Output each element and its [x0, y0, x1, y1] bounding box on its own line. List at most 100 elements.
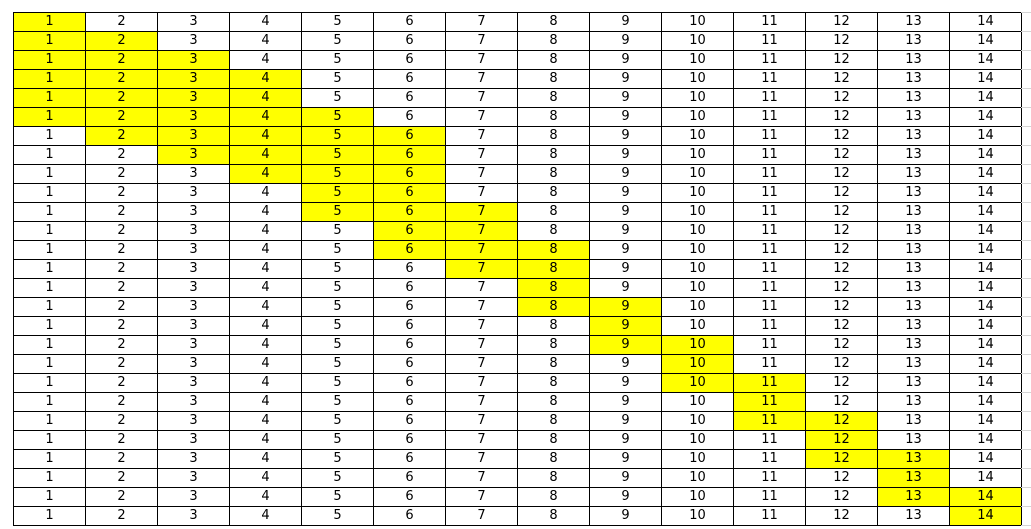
sheet-cell[interactable]: 14 [949, 392, 1022, 412]
sheet-cell[interactable]: 12 [805, 240, 878, 260]
sheet-cell[interactable]: 3 [157, 316, 230, 336]
sheet-cell[interactable]: 8 [517, 411, 590, 431]
sheet-cell[interactable]: 8 [517, 392, 590, 412]
sheet-cell[interactable]: 1 [13, 430, 86, 450]
sheet-cell[interactable]: 10 [661, 335, 734, 355]
sheet-cell[interactable]: 14 [949, 316, 1022, 336]
sheet-cell[interactable]: 10 [661, 12, 734, 32]
sheet-cell[interactable]: 13 [877, 430, 950, 450]
sheet-cell[interactable]: 4 [229, 107, 302, 127]
sheet-cell[interactable]: 10 [661, 183, 734, 203]
sheet-cell[interactable]: 2 [85, 50, 158, 70]
sheet-cell[interactable]: 1 [13, 316, 86, 336]
sheet-cell[interactable]: 12 [805, 183, 878, 203]
sheet-cell[interactable]: 3 [157, 411, 230, 431]
sheet-cell[interactable]: 1 [13, 278, 86, 298]
sheet-cell[interactable]: 14 [949, 50, 1022, 70]
sheet-cell[interactable]: 1 [13, 50, 86, 70]
sheet-cell[interactable]: 6 [373, 335, 446, 355]
sheet-cell[interactable]: 6 [373, 107, 446, 127]
sheet-cell[interactable]: 12 [805, 487, 878, 507]
sheet-cell[interactable]: 7 [445, 164, 518, 184]
sheet-cell[interactable]: 10 [661, 88, 734, 108]
sheet-cell[interactable]: 5 [301, 392, 374, 412]
sheet-cell[interactable]: 10 [661, 316, 734, 336]
sheet-cell[interactable]: 5 [301, 468, 374, 488]
sheet-cell[interactable]: 14 [949, 411, 1022, 431]
sheet-cell[interactable]: 11 [733, 506, 806, 526]
sheet-cell[interactable]: 1 [13, 69, 86, 89]
sheet-cell[interactable]: 7 [445, 259, 518, 279]
sheet-cell[interactable]: 13 [877, 278, 950, 298]
sheet-cell[interactable]: 12 [805, 12, 878, 32]
sheet-cell[interactable]: 11 [733, 69, 806, 89]
sheet-cell[interactable]: 11 [733, 107, 806, 127]
sheet-cell[interactable]: 6 [373, 487, 446, 507]
sheet-cell[interactable]: 8 [517, 259, 590, 279]
sheet-cell[interactable]: 12 [805, 316, 878, 336]
sheet-cell[interactable]: 10 [661, 354, 734, 374]
sheet-cell[interactable]: 5 [301, 69, 374, 89]
sheet-cell[interactable]: 7 [445, 183, 518, 203]
sheet-cell[interactable]: 9 [589, 335, 662, 355]
sheet-cell[interactable]: 2 [85, 316, 158, 336]
sheet-cell[interactable]: 4 [229, 430, 302, 450]
sheet-cell[interactable]: 1 [13, 373, 86, 393]
sheet-cell[interactable]: 8 [517, 221, 590, 241]
sheet-cell[interactable]: 1 [13, 202, 86, 222]
sheet-cell[interactable]: 6 [373, 183, 446, 203]
sheet-cell[interactable]: 5 [301, 316, 374, 336]
sheet-cell[interactable]: 6 [373, 126, 446, 146]
sheet-cell[interactable]: 3 [157, 354, 230, 374]
sheet-cell[interactable]: 5 [301, 107, 374, 127]
sheet-cell[interactable]: 9 [589, 487, 662, 507]
sheet-cell[interactable]: 10 [661, 145, 734, 165]
sheet-cell[interactable]: 12 [805, 50, 878, 70]
sheet-cell[interactable]: 2 [85, 202, 158, 222]
sheet-cell[interactable]: 8 [517, 506, 590, 526]
sheet-cell[interactable]: 11 [733, 430, 806, 450]
sheet-cell[interactable]: 1 [13, 107, 86, 127]
sheet-cell[interactable]: 7 [445, 50, 518, 70]
sheet-cell[interactable]: 6 [373, 69, 446, 89]
sheet-cell[interactable]: 14 [949, 183, 1022, 203]
sheet-cell[interactable]: 10 [661, 392, 734, 412]
sheet-cell[interactable]: 13 [877, 392, 950, 412]
sheet-cell[interactable]: 2 [85, 335, 158, 355]
sheet-cell[interactable]: 7 [445, 468, 518, 488]
sheet-cell[interactable]: 2 [85, 12, 158, 32]
sheet-cell[interactable]: 7 [445, 240, 518, 260]
sheet-cell[interactable]: 3 [157, 297, 230, 317]
sheet-cell[interactable]: 14 [949, 373, 1022, 393]
sheet-cell[interactable]: 5 [301, 449, 374, 469]
sheet-cell[interactable]: 4 [229, 183, 302, 203]
sheet-cell[interactable]: 8 [517, 430, 590, 450]
sheet-cell[interactable]: 9 [589, 202, 662, 222]
sheet-cell[interactable]: 7 [445, 69, 518, 89]
sheet-cell[interactable]: 13 [877, 354, 950, 374]
sheet-cell[interactable]: 5 [301, 335, 374, 355]
sheet-cell[interactable]: 7 [445, 278, 518, 298]
sheet-cell[interactable]: 10 [661, 107, 734, 127]
sheet-cell[interactable]: 3 [157, 221, 230, 241]
sheet-cell[interactable]: 10 [661, 449, 734, 469]
sheet-cell[interactable]: 6 [373, 411, 446, 431]
sheet-cell[interactable]: 2 [85, 31, 158, 51]
sheet-cell[interactable]: 11 [733, 411, 806, 431]
sheet-cell[interactable]: 1 [13, 31, 86, 51]
sheet-cell[interactable]: 14 [949, 468, 1022, 488]
sheet-cell[interactable]: 10 [661, 506, 734, 526]
sheet-cell[interactable]: 8 [517, 88, 590, 108]
sheet-cell[interactable]: 14 [949, 145, 1022, 165]
sheet-cell[interactable]: 4 [229, 240, 302, 260]
sheet-cell[interactable]: 11 [733, 31, 806, 51]
sheet-cell[interactable]: 8 [517, 335, 590, 355]
sheet-cell[interactable]: 5 [301, 164, 374, 184]
sheet-cell[interactable]: 2 [85, 69, 158, 89]
sheet-cell[interactable]: 4 [229, 411, 302, 431]
sheet-cell[interactable]: 13 [877, 240, 950, 260]
sheet-cell[interactable]: 10 [661, 487, 734, 507]
sheet-cell[interactable]: 6 [373, 31, 446, 51]
sheet-cell[interactable]: 5 [301, 373, 374, 393]
sheet-cell[interactable]: 7 [445, 88, 518, 108]
